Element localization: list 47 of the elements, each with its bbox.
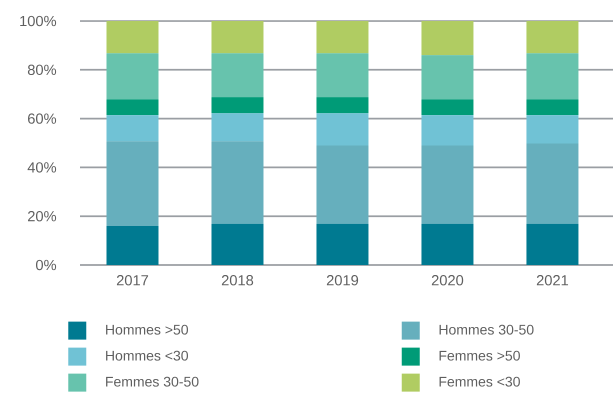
bar	[526, 21, 578, 54]
bar	[211, 113, 264, 142]
y-tick-label: 0%	[36, 260, 56, 270]
bar	[316, 113, 368, 146]
bar	[421, 115, 474, 146]
bar	[421, 145, 474, 224]
legend-label: Femmes <30	[440, 376, 520, 387]
x-tick-label: 2018	[222, 275, 254, 286]
bar	[106, 99, 158, 116]
y-tick-label: 40%	[28, 162, 56, 173]
legend-label: Femmes >50	[440, 350, 520, 361]
bar	[316, 145, 368, 224]
x-tick-label: 2019	[326, 275, 358, 286]
x-tick-label: 2017	[116, 275, 148, 286]
bar	[421, 55, 474, 100]
bar	[106, 53, 158, 100]
legend-label: Femmes 30-50	[106, 376, 199, 387]
bar	[106, 115, 158, 142]
y-tick-label: 20%	[28, 211, 56, 222]
bar	[211, 141, 264, 224]
bar	[421, 99, 474, 116]
bar	[211, 224, 264, 266]
bar	[421, 21, 474, 56]
bar	[211, 21, 264, 54]
bar	[211, 53, 264, 98]
bar	[526, 224, 578, 266]
x-tick-label: 2021	[536, 275, 568, 286]
y-tick-label: 60%	[28, 113, 56, 124]
bar	[106, 141, 158, 226]
bar	[316, 53, 368, 98]
bar	[106, 226, 158, 266]
bar	[211, 97, 264, 114]
x-tick-label: 2020	[432, 275, 464, 286]
bar	[526, 99, 578, 116]
bar	[316, 21, 368, 54]
bar	[316, 97, 368, 114]
y-tick-label: 80%	[28, 64, 56, 75]
bar	[421, 224, 474, 266]
legend-label: Hommes <30	[106, 350, 188, 361]
bar	[526, 143, 578, 224]
bar	[106, 21, 158, 54]
legend-label: Hommes 30-50	[440, 324, 534, 335]
legend-label: Hommes >50	[106, 324, 188, 335]
bar	[526, 115, 578, 144]
bar	[526, 53, 578, 100]
y-tick-label: 100%	[20, 16, 56, 26]
bar	[316, 224, 368, 266]
